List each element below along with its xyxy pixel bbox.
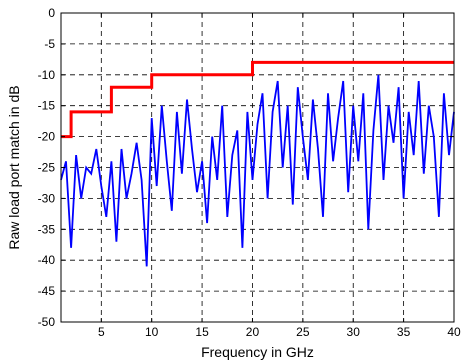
tick-labels: 5 10 15 20 25 30 35 40 0 -5 -10 -15 -20 -25 -30 -35 -40 -… xyxy=(38,6,461,339)
y-tick-label: -45 xyxy=(38,284,56,298)
y-tick-label: -5 xyxy=(44,37,55,51)
x-tick-label: 25 xyxy=(296,325,310,339)
x-tick-label: 35 xyxy=(397,325,411,339)
x-axis-label: Frequency in GHz xyxy=(201,344,314,360)
series-layer xyxy=(60,60,455,267)
y-tick-label: -35 xyxy=(38,222,56,236)
y-tick-label: -10 xyxy=(38,68,56,82)
x-tick-label: 10 xyxy=(145,325,159,339)
x-tick-label: 30 xyxy=(347,325,361,339)
y-tick-label: -30 xyxy=(38,191,56,205)
y-tick-label: 0 xyxy=(48,6,55,20)
x-tick-label: 15 xyxy=(195,325,209,339)
x-tick-label: 20 xyxy=(246,325,260,339)
x-tick-label: 5 xyxy=(98,325,105,339)
y-tick-label: -20 xyxy=(38,130,56,144)
y-tick-label: -15 xyxy=(38,99,56,113)
y-tick-label: -50 xyxy=(38,315,56,329)
ticks xyxy=(61,12,455,323)
y-tick-label: -40 xyxy=(38,253,56,267)
limit-line xyxy=(61,60,454,139)
y-axis-label: Raw load port match in dB xyxy=(6,85,22,249)
measurement-line xyxy=(60,74,455,267)
x-tick-label: 40 xyxy=(447,325,461,339)
y-tick-label: -25 xyxy=(38,161,56,175)
